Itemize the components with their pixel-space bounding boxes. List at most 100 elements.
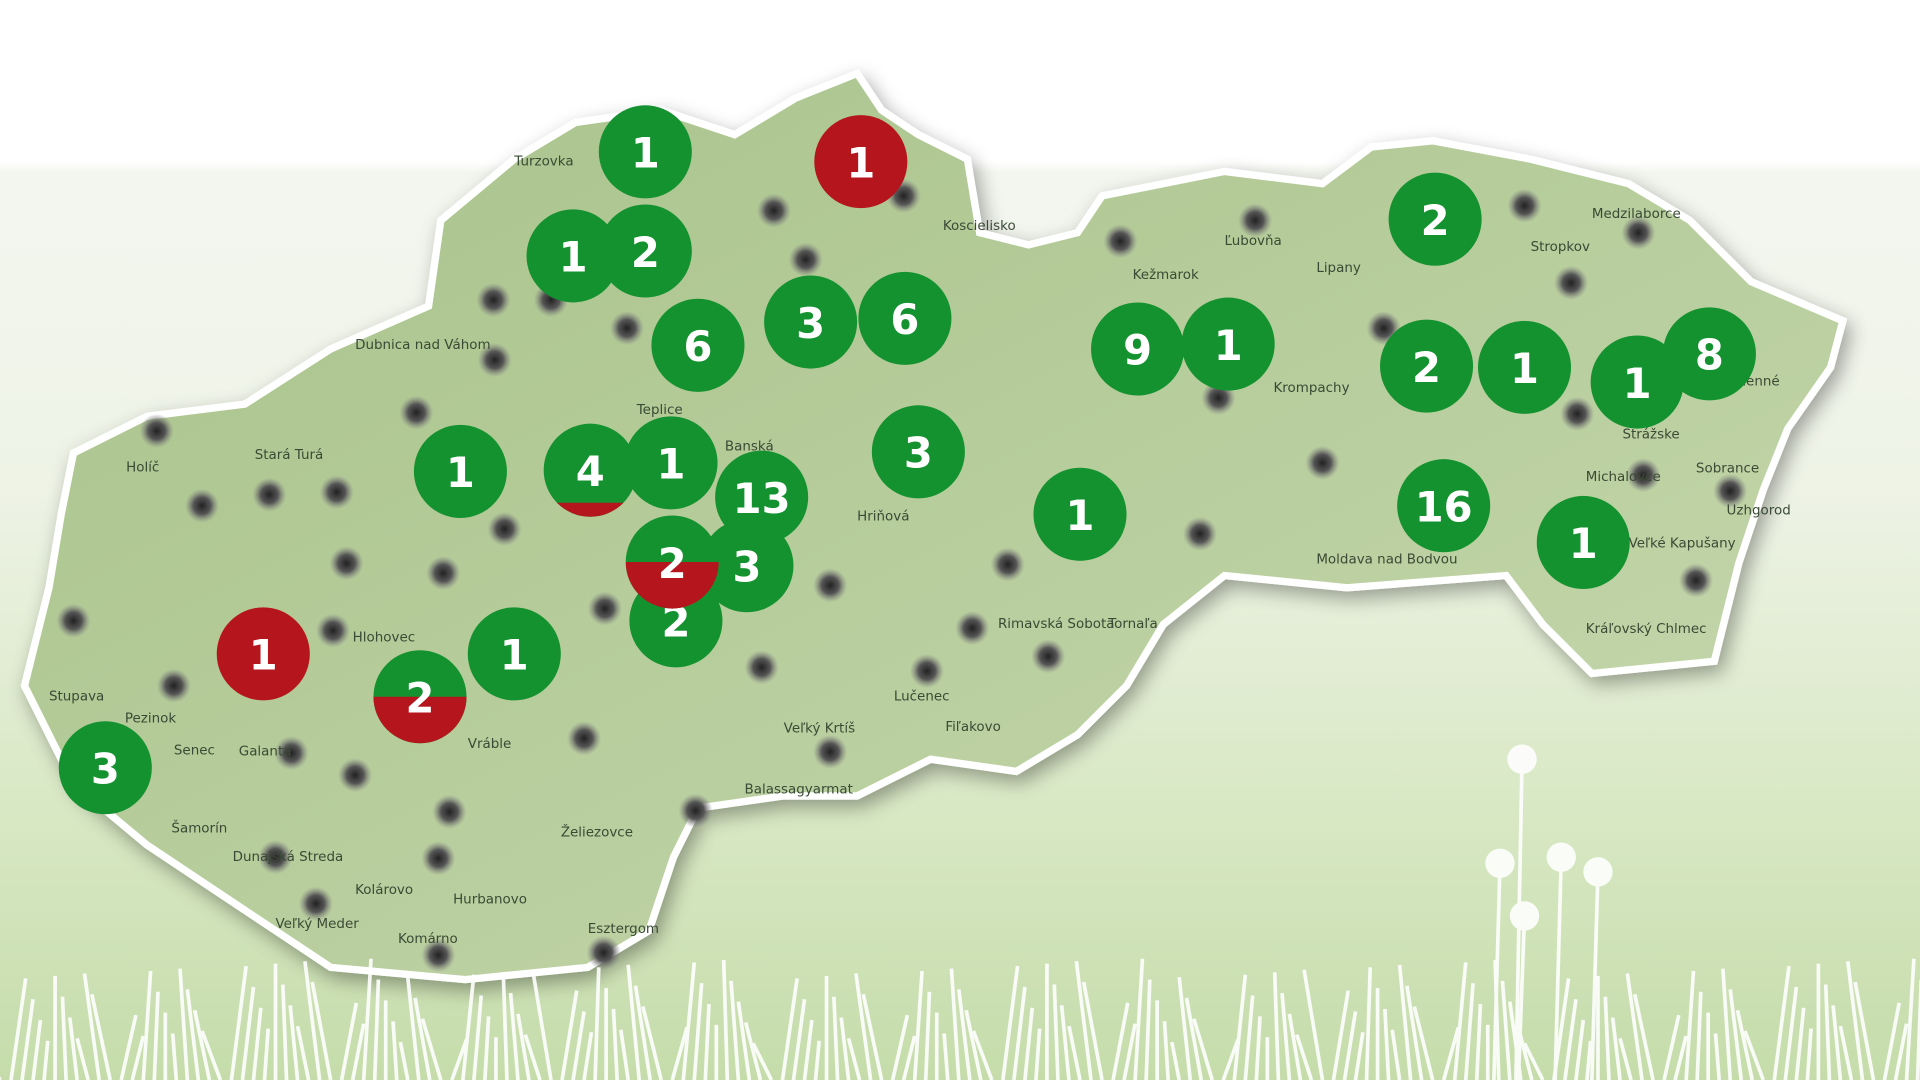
cluster-marker-green[interactable]: 16: [1397, 459, 1491, 553]
city-dot[interactable]: [1182, 516, 1218, 552]
place-label: Lipany: [1316, 261, 1361, 276]
city-dot[interactable]: [1305, 445, 1340, 481]
cluster-marker-mixed[interactable]: 4: [543, 423, 637, 517]
marker-circle: [1181, 297, 1275, 391]
city-dot[interactable]: [909, 653, 945, 689]
city-dot[interactable]: [1237, 203, 1273, 238]
city-dot[interactable]: [432, 794, 467, 829]
cluster-marker-green[interactable]: 2: [1388, 172, 1482, 266]
city-dot[interactable]: [1713, 473, 1748, 509]
city-dot[interactable]: [337, 757, 373, 793]
marker-count: 1: [657, 440, 686, 489]
city-dot[interactable]: [421, 841, 456, 876]
cluster-marker-green[interactable]: 1: [1181, 297, 1275, 391]
city-dot[interactable]: [156, 668, 192, 703]
cluster-marker-green[interactable]: 1: [526, 209, 620, 303]
city-dot[interactable]: [1678, 563, 1714, 598]
marker-count: 8: [1695, 331, 1724, 380]
place-label: Koscielisko: [943, 219, 1016, 234]
cluster-marker-green[interactable]: 1: [1033, 467, 1127, 561]
cluster-marker-mixed[interactable]: 2: [373, 650, 467, 744]
cluster-marker-green[interactable]: 6: [858, 271, 952, 365]
city-dot[interactable]: [274, 735, 309, 771]
city-dot[interactable]: [1621, 215, 1656, 250]
marker-circle: [1477, 320, 1572, 414]
cluster-marker-green[interactable]: 3: [700, 519, 794, 613]
place-label: Holíč: [126, 459, 159, 475]
place-label: Medzilaborce: [1592, 207, 1681, 222]
city-dot[interactable]: [609, 311, 645, 346]
cluster-marker-green[interactable]: 8: [1662, 307, 1756, 401]
city-dot[interactable]: [813, 734, 848, 769]
city-dot[interactable]: [258, 840, 293, 875]
marker-count: 1: [1623, 359, 1652, 408]
city-dot[interactable]: [139, 413, 174, 449]
city-dot[interactable]: [399, 395, 434, 430]
marker-count: 1: [1214, 321, 1243, 370]
city-dot[interactable]: [955, 611, 990, 646]
city-dot[interactable]: [678, 793, 713, 828]
place-label: Veľký Meder: [276, 916, 360, 932]
cluster-marker-green[interactable]: 9: [1091, 302, 1185, 396]
city-dot[interactable]: [1560, 396, 1595, 432]
cluster-marker-green[interactable]: 3: [58, 721, 152, 815]
place-label: Kráľovský Chlmec: [1586, 621, 1707, 637]
city-dot[interactable]: [813, 568, 848, 603]
place-label: Veľký Krtíš: [784, 720, 855, 736]
place-label: Vráble: [468, 736, 512, 752]
cluster-marker-green[interactable]: 3: [764, 275, 858, 369]
city-dot[interactable]: [1553, 265, 1589, 301]
city-dot[interactable]: [566, 721, 602, 756]
cluster-marker-green[interactable]: 1: [624, 416, 718, 510]
cluster-marker-green[interactable]: 1: [467, 607, 561, 701]
city-dot[interactable]: [184, 488, 220, 523]
cluster-marker-green[interactable]: 1: [1590, 335, 1684, 429]
city-dot[interactable]: [56, 603, 91, 638]
city-dot[interactable]: [298, 886, 334, 921]
city-dot[interactable]: [487, 511, 522, 547]
city-dot[interactable]: [744, 650, 779, 685]
cluster-marker-green[interactable]: 6: [651, 298, 745, 392]
place-label: Stupava: [49, 689, 104, 704]
place-label: Veľké Kapušany: [1629, 535, 1736, 551]
city-dot[interactable]: [1103, 224, 1138, 259]
city-dot[interactable]: [1031, 639, 1066, 674]
city-dot[interactable]: [476, 282, 511, 318]
cluster-marker-green[interactable]: 1: [598, 105, 692, 199]
city-dot[interactable]: [756, 193, 792, 228]
city-dot[interactable]: [315, 613, 351, 648]
city-dot[interactable]: [252, 477, 287, 512]
city-dot[interactable]: [319, 475, 354, 510]
city-dot[interactable]: [329, 546, 364, 581]
cluster-marker-red[interactable]: 1: [814, 115, 908, 209]
marker-circle: [413, 424, 507, 518]
cluster-marker-green[interactable]: 1: [413, 424, 507, 518]
place-label: Dubnica nad Váhom: [355, 337, 490, 353]
city-dot[interactable]: [990, 547, 1025, 582]
city-dot[interactable]: [586, 935, 621, 970]
marker-count: 2: [1421, 196, 1450, 245]
cluster-marker-green[interactable]: 2: [1380, 319, 1474, 413]
cluster-marker-red[interactable]: 1: [216, 607, 310, 701]
marker-count: 3: [732, 542, 761, 591]
marker-circle: [58, 721, 152, 815]
place-label: Galanta: [239, 745, 292, 760]
cluster-marker-green[interactable]: 3: [871, 405, 965, 499]
city-dot[interactable]: [426, 555, 461, 591]
marker-count: 1: [631, 129, 660, 178]
marker-count: 2: [406, 673, 435, 722]
cluster-marker-green[interactable]: 2: [598, 204, 692, 298]
city-dot[interactable]: [477, 342, 512, 378]
city-dot[interactable]: [587, 591, 623, 626]
city-dot[interactable]: [788, 242, 823, 277]
marker-count: 2: [658, 539, 687, 588]
marker-circle: [598, 204, 692, 298]
city-dot[interactable]: [1507, 188, 1542, 223]
cluster-marker-green[interactable]: 1: [1477, 320, 1572, 414]
cluster-marker-green[interactable]: 1: [1536, 495, 1630, 589]
city-dot[interactable]: [421, 937, 456, 973]
city-dot[interactable]: [1626, 457, 1661, 493]
cluster-marker-mixed[interactable]: 2: [625, 515, 719, 609]
